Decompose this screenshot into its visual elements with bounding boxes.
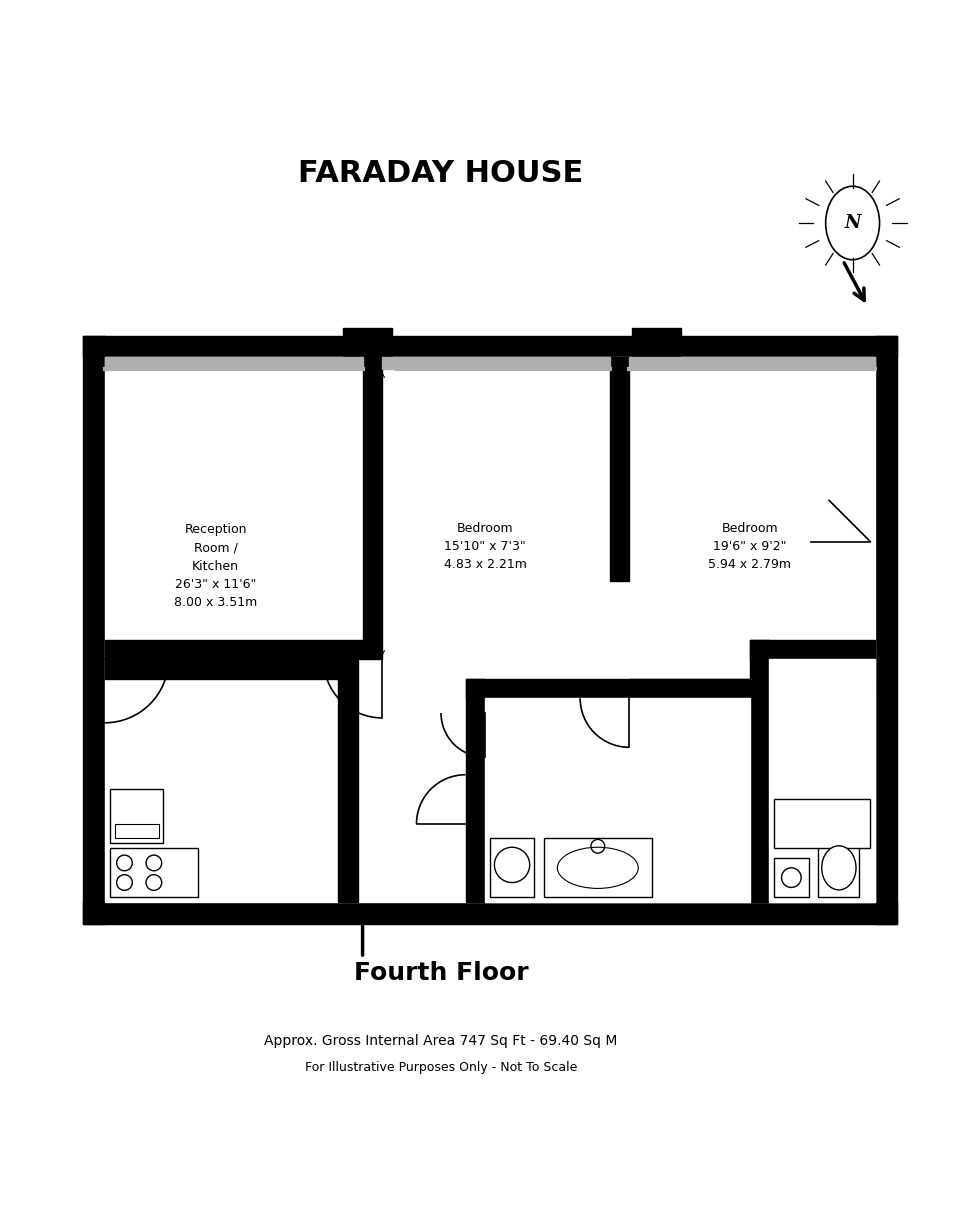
Bar (110, 790, 163, 844)
Bar (750, 640, 769, 902)
Bar (490, 839, 534, 897)
Bar (544, 839, 652, 897)
Bar (382, 357, 610, 369)
Bar (632, 328, 681, 357)
Bar (83, 336, 897, 357)
Text: Fourth Floor: Fourth Floor (354, 961, 528, 985)
Bar (83, 336, 105, 924)
Bar (629, 679, 875, 699)
Bar (818, 839, 859, 897)
Text: Bedroom
15'10" x 7'3"
4.83 x 2.21m: Bedroom 15'10" x 7'3" 4.83 x 2.21m (444, 522, 526, 571)
Text: For Illustrative Purposes Only - Not To Scale: For Illustrative Purposes Only - Not To … (305, 1061, 577, 1074)
Bar (629, 357, 875, 369)
Text: Approx. Gross Internal Area 747 Sq Ft - 69.40 Sq M: Approx. Gross Internal Area 747 Sq Ft - … (265, 1034, 617, 1048)
Bar (485, 699, 750, 902)
Bar (105, 357, 363, 369)
Bar (105, 640, 363, 659)
Text: Bedroom
19'6" x 9'2"
5.94 x 2.79m: Bedroom 19'6" x 9'2" 5.94 x 2.79m (709, 522, 791, 571)
Bar (105, 659, 338, 679)
Bar (110, 849, 198, 897)
Bar (343, 328, 392, 357)
Bar (466, 679, 750, 699)
Bar (115, 824, 159, 839)
Bar (774, 800, 870, 849)
Text: Reception
Room /
Kitchen
26'3" x 11'6"
8.00 x 3.51m: Reception Room / Kitchen 26'3" x 11'6" 8… (174, 524, 257, 609)
Ellipse shape (495, 847, 529, 883)
Bar (750, 640, 875, 659)
Bar (83, 902, 897, 924)
Ellipse shape (822, 846, 857, 889)
Bar (338, 659, 358, 902)
Bar (610, 357, 629, 581)
Text: N: N (845, 214, 860, 232)
Bar (105, 357, 875, 902)
Ellipse shape (825, 186, 880, 260)
Bar (466, 679, 485, 902)
Bar (363, 357, 382, 659)
Bar (774, 859, 808, 897)
Text: FARADAY HOUSE: FARADAY HOUSE (298, 160, 584, 188)
Bar (769, 659, 875, 902)
Bar (875, 336, 897, 924)
Ellipse shape (558, 847, 638, 888)
